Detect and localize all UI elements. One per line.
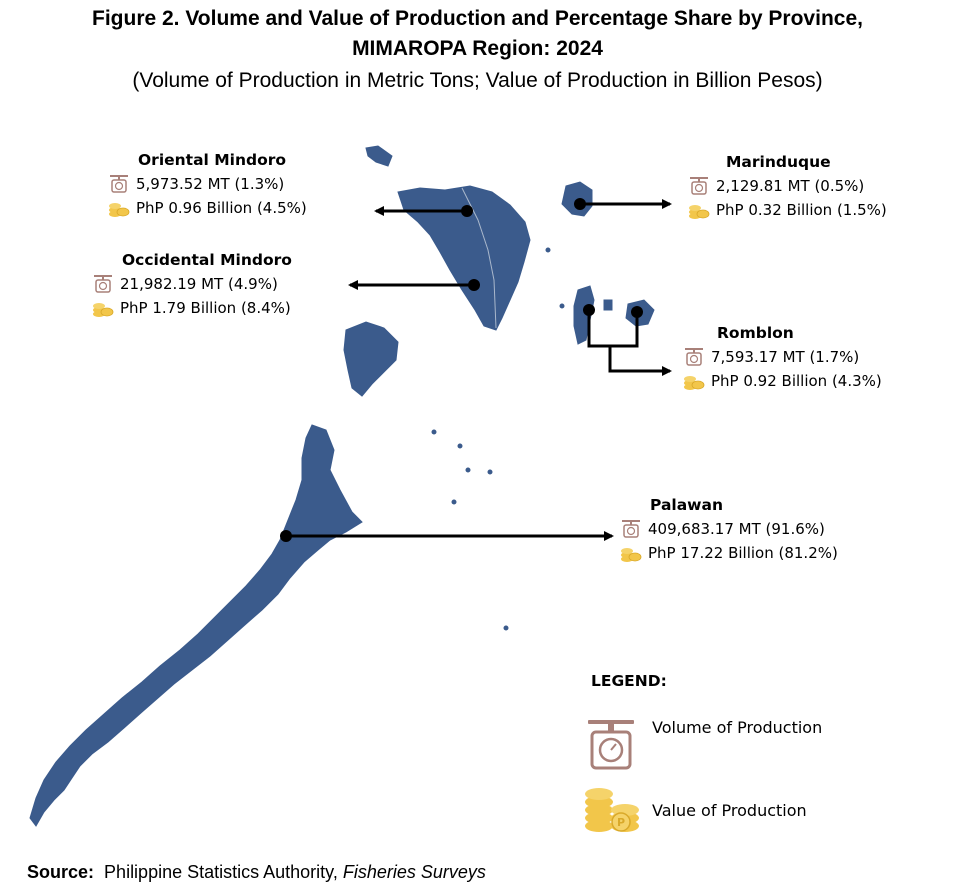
small-island [451,499,457,505]
label-romblon: Romblon 7,593.17 MT (1.7%) PhP 0.92 Bill… [683,321,882,393]
scale-icon [588,720,634,770]
marinduque-dot [574,198,586,210]
province-name: Marinduque [726,153,831,171]
small-island [545,247,551,253]
small-island [457,443,463,449]
scale-icon [622,520,640,538]
province-name: Oriental Mindoro [138,151,287,169]
source-label: Source: [27,862,95,882]
coins-icon: P [585,788,639,832]
figure-title: Figure 2. Volume and Value of Production… [92,7,863,30]
romblon-arrow [608,346,672,376]
source-survey: Fisheries Surveys [342,862,486,882]
scale-icon [94,275,112,293]
volume-text: 7,593.17 MT (1.7%) [711,348,860,366]
coins-icon [684,376,705,390]
scale-icon [690,177,708,195]
svg-text:P: P [617,816,625,829]
oriental-mindoro-dot [461,205,473,217]
romblon-connector [587,310,639,348]
label-oriental-mindoro: Oriental Mindoro 5,973.52 MT (1.3%) PhP … [108,148,307,220]
value-text: PhP 0.96 Billion (4.5%) [136,199,307,217]
province-name: Palawan [650,496,723,514]
source-agency: Philippine Statistics Authority, [104,862,338,882]
legend-value-label: Value of Production [652,801,807,820]
calamian-islands [343,321,399,397]
romblon-small-island [603,299,613,311]
value-text: PhP 0.32 Billion (1.5%) [716,201,887,219]
scale-icon [685,348,703,366]
legend-title: LEGEND: [591,672,667,690]
value-text: PhP 0.92 Billion (4.3%) [711,372,882,390]
small-island [503,625,509,631]
volume-text: 5,973.52 MT (1.3%) [136,175,285,193]
volume-text: 21,982.19 MT (4.9%) [120,275,278,293]
figure-subtitle: (Volume of Production in Metric Tons; Va… [132,69,823,92]
province-name: Occidental Mindoro [122,251,292,269]
scale-icon [110,175,128,193]
palawan-dot [280,530,292,542]
volume-text: 2,129.81 MT (0.5%) [716,177,865,195]
coins-icon [93,303,114,317]
small-island [465,467,471,473]
legend-volume-label: Volume of Production [652,718,823,737]
province-name: Romblon [717,324,794,342]
figure-title-line2: MIMAROPA Region: 2024 [352,37,603,60]
value-text: PhP 17.22 Billion (81.2%) [648,544,838,562]
palawan-island [29,424,363,827]
volume-text: 409,683.17 MT (91.6%) [648,520,825,538]
label-marinduque: Marinduque 2,129.81 MT (0.5%) PhP 0.32 B… [688,150,887,222]
source-note: Source: Philippine Statistics Authority,… [27,862,486,883]
coins-icon [689,205,710,219]
tablas-dot [583,304,595,316]
small-island [559,303,565,309]
mindoro-island [397,185,531,331]
occidental-mindoro-dot [468,279,480,291]
label-palawan: Palawan 409,683.17 MT (91.6%) PhP 17.22 … [620,493,838,565]
tablas-island [573,285,595,345]
coins-icon [621,548,642,562]
coins-icon [109,203,130,217]
lubang-island [365,145,393,167]
small-island [487,469,493,475]
sibuyan-dot [631,306,643,318]
label-occidental-mindoro: Occidental Mindoro 21,982.19 MT (4.9%) P… [92,248,292,320]
small-island [431,429,437,435]
value-text: PhP 1.79 Billion (8.4%) [120,299,291,317]
